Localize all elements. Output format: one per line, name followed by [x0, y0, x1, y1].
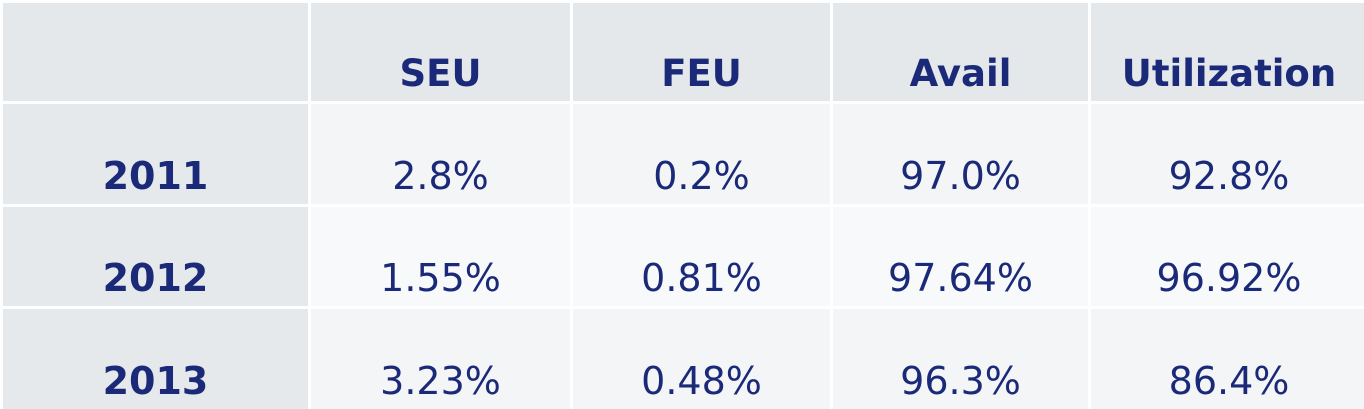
- table-cell: 1.55%: [311, 207, 570, 306]
- table-cell: 96.3%: [833, 309, 1088, 409]
- table-cell: 2.8%: [311, 104, 570, 204]
- table-cell: 0.2%: [573, 104, 830, 204]
- column-header: Avail: [833, 3, 1088, 101]
- table-cell: 3.23%: [311, 309, 570, 409]
- table-cell: 92.8%: [1091, 104, 1364, 204]
- table-cell: 0.81%: [573, 207, 830, 306]
- table-cell: 96.92%: [1091, 207, 1364, 306]
- corner-cell: [3, 3, 308, 101]
- row-header: 2013: [3, 309, 308, 409]
- row-header: 2011: [3, 104, 308, 204]
- table-cell: 86.4%: [1091, 309, 1364, 409]
- table-cell: 97.0%: [833, 104, 1088, 204]
- column-header: SEU: [311, 3, 570, 101]
- table-cell: 97.64%: [833, 207, 1088, 306]
- row-header: 2012: [3, 207, 308, 306]
- column-header: Utilization: [1091, 3, 1364, 101]
- column-header: FEU: [573, 3, 830, 101]
- table-cell: 0.48%: [573, 309, 830, 409]
